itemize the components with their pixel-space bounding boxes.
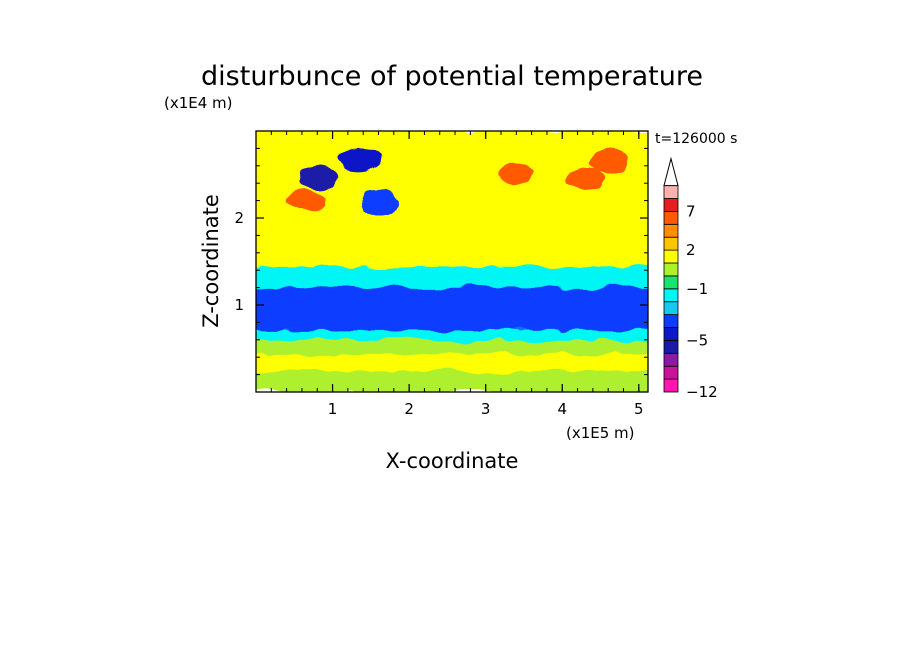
- colorbar-segment-11: [663, 236, 679, 251]
- plot-area: [256, 131, 648, 392]
- x-tick-label-3: 4: [557, 400, 567, 418]
- colorbar-segment-15: [663, 185, 679, 199]
- time-label: t=126000 s: [655, 131, 737, 147]
- x-tick-label-4: 5: [634, 400, 644, 418]
- y-unit-label: (x1E4 m): [164, 94, 233, 112]
- colorbar-segment-9: [663, 262, 679, 277]
- colorbar-segment-7: [663, 288, 679, 303]
- contour-feature-5: [565, 167, 606, 190]
- contour-feature-0: [297, 166, 338, 189]
- colorbar: 7 2 −1 −5 −12: [663, 156, 718, 401]
- colorbar-segment-4: [663, 327, 679, 341]
- colorbar-label-3: −5: [686, 331, 708, 349]
- contour-feature-4: [496, 163, 537, 186]
- contour-band-5: [256, 284, 648, 331]
- y-tick-label-0: 1: [234, 296, 244, 314]
- contour-band-1: [256, 369, 648, 387]
- colorbar-label-2: −1: [686, 280, 708, 298]
- x-tick-label-0: 1: [328, 400, 338, 418]
- contour-band-0: [256, 384, 648, 392]
- contour-band-2: [256, 351, 648, 372]
- x-axis: 1 2 3 4 5: [270, 131, 644, 418]
- colorbar-label-4: −12: [686, 383, 718, 401]
- contour-feature-3: [285, 189, 326, 212]
- colorbar-segment-5: [663, 314, 679, 328]
- colorbar-extend-arrow: [663, 156, 679, 187]
- chart-title: disturbunce of potential temperature: [201, 61, 703, 92]
- contour-band-6: [256, 264, 648, 287]
- contour-feature-1: [339, 147, 380, 170]
- y-axis-label: Z-coordinate: [199, 194, 223, 328]
- contour-band-7: [256, 225, 648, 267]
- contour-band-3: [256, 338, 648, 354]
- contour-feature-6: [588, 150, 629, 173]
- colorbar-segment-13: [663, 210, 679, 225]
- colorbar-segment-8: [663, 275, 679, 290]
- y-axis: 12: [234, 147, 648, 376]
- colorbar-segment-3: [663, 339, 679, 354]
- contour-band-4: [256, 328, 648, 341]
- plot-frame: [255, 130, 649, 393]
- contour-bands: [256, 131, 648, 392]
- contour-features: [285, 147, 629, 215]
- x-tick-label-1: 2: [404, 400, 414, 418]
- contour-feature-2: [358, 192, 399, 215]
- colorbar-segment-10: [663, 249, 679, 264]
- colorbar-label-1: 2: [686, 241, 696, 259]
- colorbar-segment-12: [663, 223, 679, 238]
- colorbar-segment-2: [663, 352, 679, 367]
- y-tick-label-1: 2: [234, 209, 244, 227]
- x-tick-label-2: 3: [481, 400, 491, 418]
- colorbar-segment-14: [663, 198, 679, 212]
- x-axis-label: X-coordinate: [386, 449, 519, 473]
- colorbar-segment-1: [663, 365, 679, 380]
- colorbar-segment-6: [663, 301, 679, 316]
- x-unit-label: (x1E5 m): [566, 424, 635, 442]
- colorbar-label-0: 7: [686, 202, 696, 220]
- colorbar-segment-0: [663, 378, 679, 393]
